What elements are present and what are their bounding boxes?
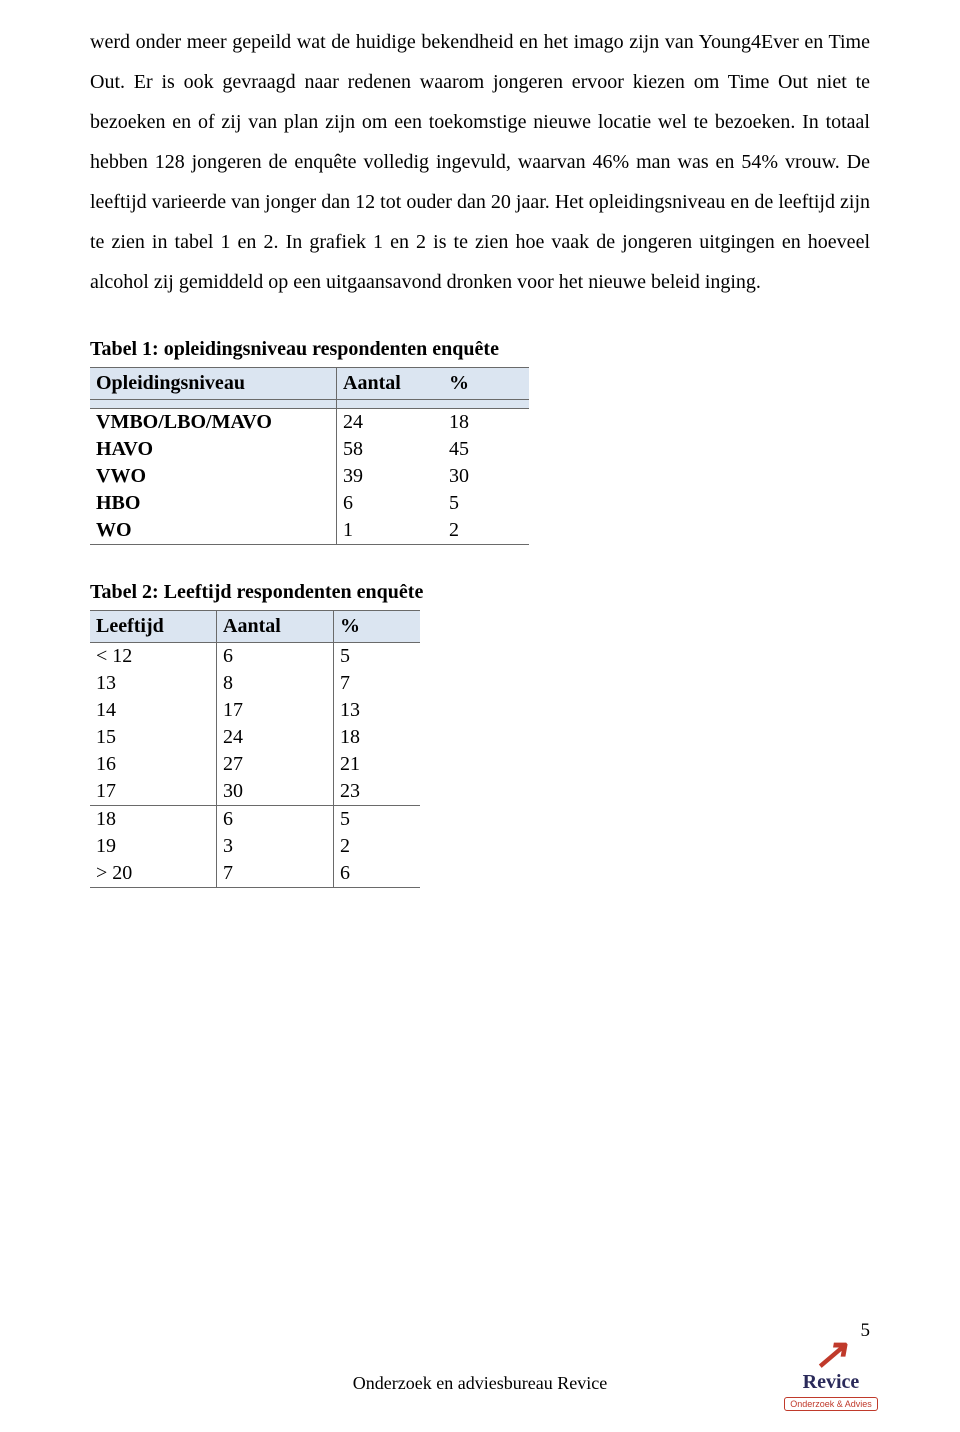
table1-cell: HBO [90,490,337,517]
table2-cell: < 12 [90,643,217,671]
footer-text: Onderzoek en adviesbureau Revice [90,1373,870,1394]
table2-header-cell: Aantal [217,611,334,643]
table2-cell: 15 [90,724,217,751]
table2-cell: 17 [90,778,217,806]
table2-cell: 6 [217,643,334,671]
table1-cell: VWO [90,463,337,490]
table1-cell: 30 [443,463,529,490]
table1-cell: 18 [443,409,529,437]
table2-cell: 2 [334,833,421,860]
table1-cell: 1 [337,517,444,545]
table2-cell: > 20 [90,860,217,888]
table2-cell: 17 [217,697,334,724]
table2-cell: 30 [217,778,334,806]
table1-cell: 45 [443,436,529,463]
table2-cell: 3 [217,833,334,860]
logo-subtitle: Onderzoek & Advies [784,1397,878,1411]
table2-cell: 24 [217,724,334,751]
table1: OpleidingsniveauAantal% VMBO/LBO/MAVO2418… [90,367,529,545]
table2-cell: 19 [90,833,217,860]
table1-cell: 5 [443,490,529,517]
table2-cell: 5 [334,643,421,671]
table2-cell: 16 [90,751,217,778]
table2-cell: 14 [90,697,217,724]
table2-cell: 6 [217,806,334,834]
table2-cell: 7 [334,670,421,697]
table2-cell: 18 [334,724,421,751]
table1-caption: Tabel 1: opleidingsniveau respondenten e… [90,338,870,361]
table2-cell: 27 [217,751,334,778]
table1-header-cell: Opleidingsniveau [90,368,337,400]
table1-cell: VMBO/LBO/MAVO [90,409,337,437]
table1-cell: 6 [337,490,444,517]
table1-cell: 2 [443,517,529,545]
table1-header-cell: Aantal [337,368,444,400]
table2-caption: Tabel 2: Leeftijd respondenten enquête [90,581,870,604]
table2-cell: 7 [217,860,334,888]
table2-cell: 23 [334,778,421,806]
table1-header-cell: % [443,368,529,400]
body-paragraph: werd onder meer gepeild wat de huidige b… [90,22,870,302]
table2: LeeftijdAantal%< 12651387141713152418162… [90,610,420,888]
table2-cell: 13 [90,670,217,697]
page-footer: Onderzoek en adviesbureau Revice [90,1373,870,1394]
table2-cell: 18 [90,806,217,834]
table2-cell: 5 [334,806,421,834]
footer-logo: ↗ Revice Onderzoek & Advies [766,1339,896,1412]
table2-header-cell: Leeftijd [90,611,217,643]
table1-cell: WO [90,517,337,545]
table2-cell: 13 [334,697,421,724]
table2-cell: 6 [334,860,421,888]
table2-cell: 8 [217,670,334,697]
table2-header-cell: % [334,611,421,643]
table1-cell: 39 [337,463,444,490]
arrow-icon: ↗ [763,1339,899,1373]
table2-cell: 21 [334,751,421,778]
table1-cell: 58 [337,436,444,463]
table1-cell: HAVO [90,436,337,463]
table1-cell: 24 [337,409,444,437]
